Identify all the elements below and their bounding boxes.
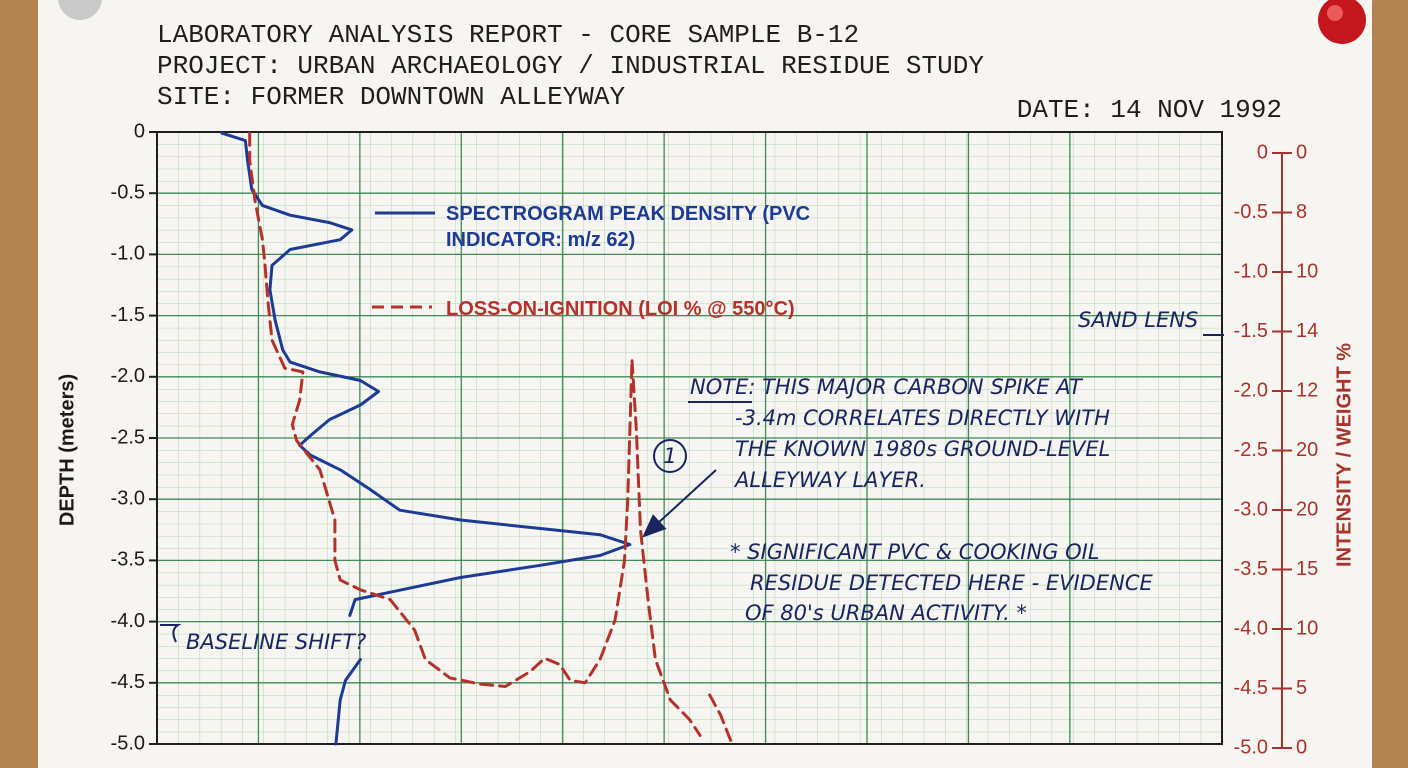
note-line: THE KNOWN 1980s GROUND-LEVEL — [735, 437, 1110, 461]
y-tick-label: -4.5 — [111, 671, 145, 693]
legend-entry: LOSS-ON-IGNITION (LOI % @ 550°C) — [446, 298, 795, 320]
y2-intensity-label: 20 — [1296, 439, 1318, 461]
pin — [58, 0, 102, 20]
y2-intensity-label: 20 — [1296, 498, 1318, 520]
y-tick-label: -4.0 — [111, 610, 145, 632]
y2-tick-label: -1.5 — [1234, 320, 1268, 342]
y-tick-label: -0.5 — [111, 181, 145, 203]
header-line: SITE: FORMER DOWNTOWN ALLEYWAY — [157, 82, 625, 112]
note-line: -3.4m CORRELATES DIRECTLY WITH — [735, 406, 1110, 430]
y-tick-label: 0 — [134, 120, 145, 142]
y2-tick-label: -4.5 — [1234, 677, 1268, 699]
y-tick-label: -2.5 — [111, 426, 145, 448]
y2-tick-label: 0 — [1257, 141, 1268, 163]
y2-intensity-label: 5 — [1296, 677, 1307, 699]
y2-tick-label: -0.5 — [1234, 201, 1268, 223]
y2-tick-label: -5.0 — [1234, 736, 1268, 758]
legend-entry: SPECTROGRAM PEAK DENSITY (PVC INDICATOR:… — [446, 203, 811, 251]
baseline-note: BASELINE SHIFT? — [186, 630, 366, 654]
y2-tick-label: -4.0 — [1234, 617, 1268, 639]
residue-line: * SIGNIFICANT PVC & COOKING OIL — [730, 540, 1100, 564]
y-axis-title: DEPTH (meters) — [56, 374, 78, 526]
y2-tick-label: -3.0 — [1234, 498, 1268, 520]
residue-line: RESIDUE DETECTED HERE - EVIDENCE — [750, 571, 1153, 595]
header-date: DATE: 14 NOV 1992 — [1017, 95, 1282, 125]
y2-intensity-label: 0 — [1296, 141, 1307, 163]
sand-note: SAND LENS — [1078, 308, 1198, 332]
series-line — [248, 131, 734, 746]
y2-tick-label: -2.5 — [1234, 439, 1268, 461]
note-line: ALLEYWAY LAYER. — [733, 468, 926, 492]
y2-tick-label: -1.0 — [1234, 260, 1268, 282]
y2-intensity-label: 15 — [1296, 558, 1318, 580]
pin-highlight — [1327, 5, 1343, 21]
y2-intensity-label: 10 — [1296, 260, 1318, 282]
y2-intensity-label: 10 — [1296, 617, 1318, 639]
callout-number: 1 — [663, 444, 676, 468]
header-line: PROJECT: URBAN ARCHAEOLOGY / INDUSTRIAL … — [157, 51, 984, 81]
y-tick-label: -1.0 — [111, 243, 145, 265]
y-tick-label: -3.5 — [111, 549, 145, 571]
note-line: NOTE: THIS MAJOR CARBON SPIKE AT — [690, 375, 1084, 399]
y2-intensity-label: 12 — [1296, 379, 1318, 401]
y-tick-label: -3.0 — [111, 487, 145, 509]
baseline-bracket — [160, 624, 182, 643]
y2-intensity-label: 8 — [1296, 201, 1307, 223]
y2-intensity-label: 0 — [1296, 736, 1307, 758]
callout-circle — [653, 439, 687, 473]
header-line: LABORATORY ANALYSIS REPORT - CORE SAMPLE… — [157, 20, 859, 50]
y-tick-label: -1.5 — [111, 304, 145, 326]
y2-tick-label: -3.5 — [1234, 558, 1268, 580]
y2-intensity-label: 14 — [1296, 320, 1318, 342]
residue-line: OF 80's URBAN ACTIVITY. * — [745, 601, 1027, 625]
y-tick-label: -2.0 — [111, 365, 145, 387]
y2-axis-title: INTENSITY / WEIGHT % — [1333, 343, 1355, 567]
y-tick-label: -5.0 — [111, 732, 145, 754]
y2-tick-label: -2.0 — [1234, 379, 1268, 401]
callout-arrow — [642, 469, 717, 538]
